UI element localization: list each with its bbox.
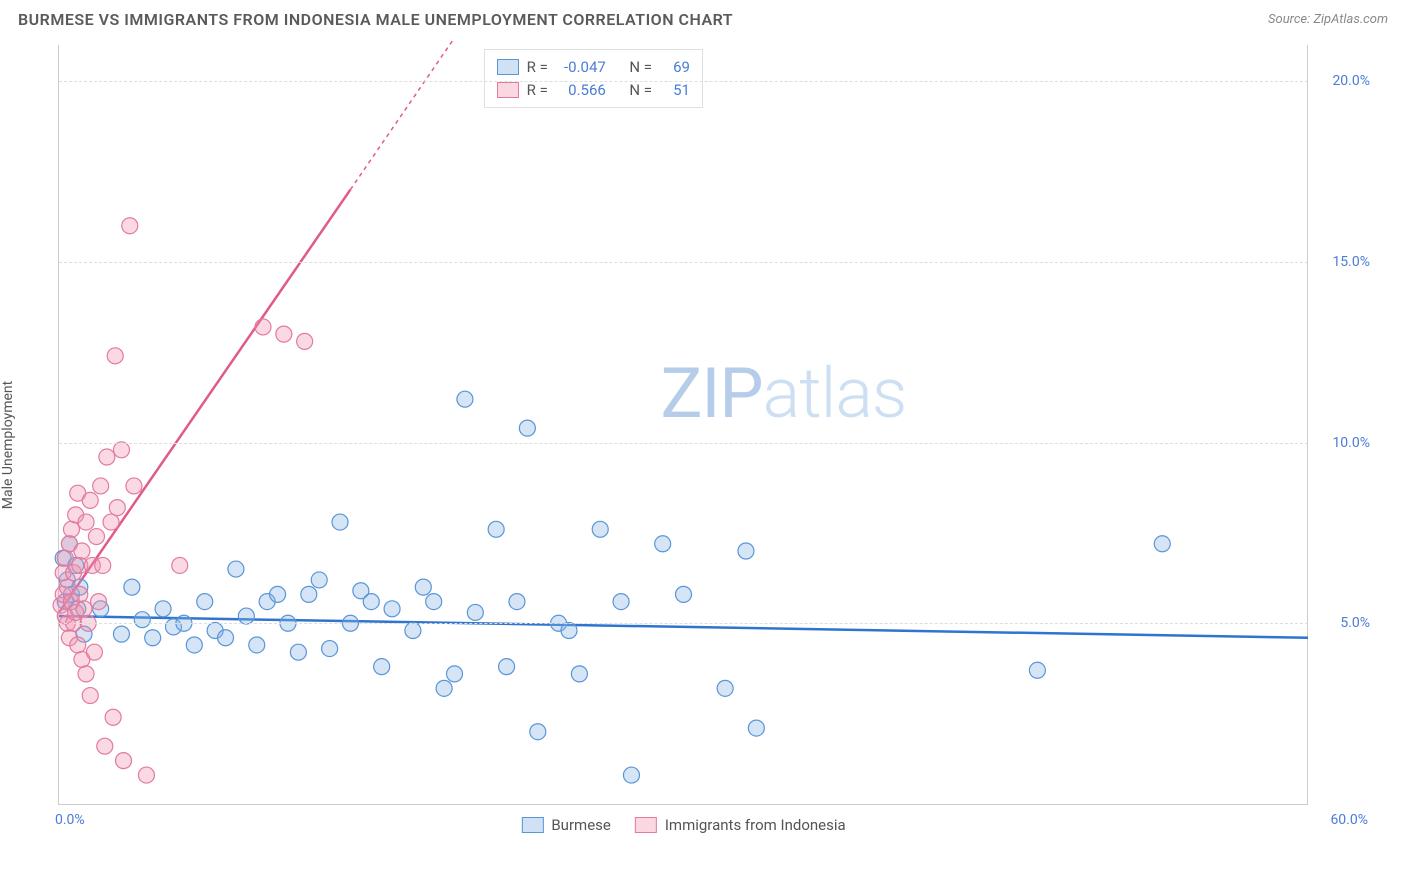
plot-region: ZIPatlas R = -0.047 N = 69 R = 0.566 N =… [58, 45, 1308, 805]
legend-item-burmese: Burmese [521, 816, 611, 834]
x-origin-tick: 0.0% [55, 812, 85, 828]
scatter-svg [59, 45, 1308, 804]
gridline [59, 443, 1308, 444]
gridline [59, 623, 1308, 624]
n-value-burmese: 69 [660, 56, 690, 79]
x-max-tick: 60.0% [1330, 812, 1368, 828]
legend-label-burmese: Burmese [551, 816, 611, 834]
y-tick-label: 10.0% [1332, 435, 1370, 451]
source-credit: Source: ZipAtlas.com [1268, 12, 1388, 27]
chart-header: BURMESE VS IMMIGRANTS FROM INDONESIA MAL… [0, 0, 1406, 35]
chart-area: Male Unemployment ZIPatlas R = -0.047 N … [28, 35, 1388, 855]
source-name: ZipAtlas.com [1313, 12, 1388, 27]
swatch-indonesia [497, 82, 519, 98]
n-label: N = [629, 56, 652, 79]
correlation-box: R = -0.047 N = 69 R = 0.566 N = 51 [484, 49, 703, 108]
source-label: Source: [1268, 12, 1310, 27]
gridline [59, 81, 1308, 82]
r-label: R = [527, 56, 548, 79]
swatch-burmese [497, 59, 519, 75]
y-tick-label: 20.0% [1332, 73, 1370, 89]
legend-swatch-burmese [521, 817, 543, 833]
y-tick-label: 15.0% [1332, 254, 1370, 270]
gridline [59, 262, 1308, 263]
legend-item-indonesia: Immigrants from Indonesia [635, 816, 846, 834]
chart-title: BURMESE VS IMMIGRANTS FROM INDONESIA MAL… [18, 10, 733, 29]
legend-label-indonesia: Immigrants from Indonesia [665, 816, 846, 834]
r-value-burmese: -0.047 [556, 56, 606, 79]
legend: Burmese Immigrants from Indonesia [521, 816, 845, 834]
y-axis-label: Male Unemployment [0, 381, 16, 509]
correlation-row-burmese: R = -0.047 N = 69 [497, 56, 690, 79]
y-tick-label: 5.0% [1340, 615, 1370, 631]
legend-swatch-indonesia [635, 817, 657, 833]
